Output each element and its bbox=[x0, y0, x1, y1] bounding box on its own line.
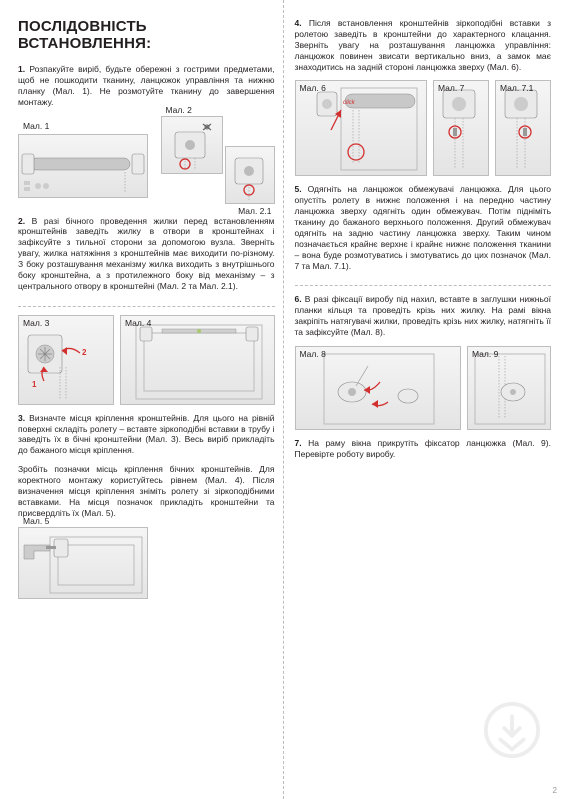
chain-fixator-icon bbox=[469, 348, 549, 428]
fig71-label: Мал. 7.1 bbox=[500, 83, 533, 93]
step-1-text: 1. Розпакуйте виріб, будьте обережні з г… bbox=[18, 64, 275, 108]
fig2-label: Мал. 2 bbox=[166, 105, 192, 115]
p7-text: На раму вікна прикрутіть фіксатор ланцюж… bbox=[295, 438, 551, 459]
arrow-num-2: 2 bbox=[82, 348, 87, 357]
chain-limiter2-icon bbox=[497, 82, 549, 174]
fig9-label: Мал. 9 bbox=[472, 349, 498, 359]
step-5-text: 5. Одягніть на ланцюжок обмежувачі ланцю… bbox=[295, 184, 552, 271]
p2-text: В разі бічного проведення жилки перед вс… bbox=[18, 216, 275, 291]
tensioner-icon bbox=[318, 348, 438, 428]
fig21-label: Мал. 2.1 bbox=[238, 206, 271, 216]
step-6-text: 6. В разі фіксації виробу під нахил, вст… bbox=[295, 294, 552, 338]
figure-2: Мал. 2 bbox=[161, 116, 223, 174]
roller-blind-icon bbox=[20, 136, 146, 196]
p3-text: Визначте місця кріплення кронштейнів. Дл… bbox=[18, 413, 275, 456]
figure-1: Мал. 1 bbox=[18, 134, 148, 198]
fig1-label: Мал. 1 bbox=[23, 121, 49, 131]
step-4-text: 4. Після встановлення кронштейнів зіркоп… bbox=[295, 18, 552, 72]
figure-6: click Мал. 6 bbox=[295, 80, 428, 176]
figure-7-1: Мал. 7.1 bbox=[495, 80, 551, 176]
p1-text: Розпакуйте виріб, будьте обережні з гост… bbox=[18, 64, 275, 107]
click-install-icon: click bbox=[301, 82, 421, 174]
fig6-label: Мал. 6 bbox=[300, 83, 326, 93]
click-label: click bbox=[343, 100, 356, 106]
figure-5: Мал. 5 bbox=[18, 527, 148, 599]
figure-3: 2 1 Мал. 3 bbox=[18, 315, 114, 405]
bracket-scissors-icon bbox=[163, 118, 221, 172]
drill-bracket-icon bbox=[20, 529, 146, 597]
figure-4: Мал. 4 bbox=[120, 315, 275, 405]
p6-text: В разі фіксації виробу під нахил, вставт… bbox=[295, 294, 552, 337]
fig4-label: Мал. 4 bbox=[125, 318, 151, 328]
step-3-text: 3. Визначте місця кріплення кронштейнів.… bbox=[18, 413, 275, 457]
page-number: 2 bbox=[553, 786, 557, 795]
fig5-label: Мал. 5 bbox=[23, 516, 49, 526]
arrow-num-1: 1 bbox=[32, 380, 37, 389]
watermark-icon bbox=[483, 701, 541, 759]
fig7-label: Мал. 7 bbox=[438, 83, 464, 93]
figure-2-1: Мал. 2.1 bbox=[225, 146, 275, 204]
step-2-text: 2. В разі бічного проведення жилки перед… bbox=[18, 216, 275, 292]
chain-limiter-icon bbox=[435, 82, 487, 174]
figure-9: Мал. 9 bbox=[467, 346, 551, 430]
fig3-label: Мал. 3 bbox=[23, 318, 49, 328]
fig8-label: Мал. 8 bbox=[300, 349, 326, 359]
bracket-cord-icon bbox=[227, 148, 273, 202]
figure-8: Мал. 8 bbox=[295, 346, 462, 430]
bracket-assembly-icon: 2 1 bbox=[20, 317, 112, 403]
step-3b-text: Зробіть позначки місць кріплення бічних … bbox=[18, 464, 275, 518]
step-7-text: 7. На раму вікна прикрутіть фіксатор лан… bbox=[295, 438, 552, 460]
figure-7: Мал. 7 bbox=[433, 80, 489, 176]
window-level-icon bbox=[122, 317, 272, 403]
p5-text: Одягніть на ланцюжок обмежувачі ланцюжка… bbox=[295, 184, 552, 270]
p4-text: Після встановлення кронштейнів зіркоподі… bbox=[295, 18, 552, 72]
page-title: ПОСЛІДОВНІСТЬ ВСТАНОВЛЕННЯ: bbox=[18, 18, 275, 52]
